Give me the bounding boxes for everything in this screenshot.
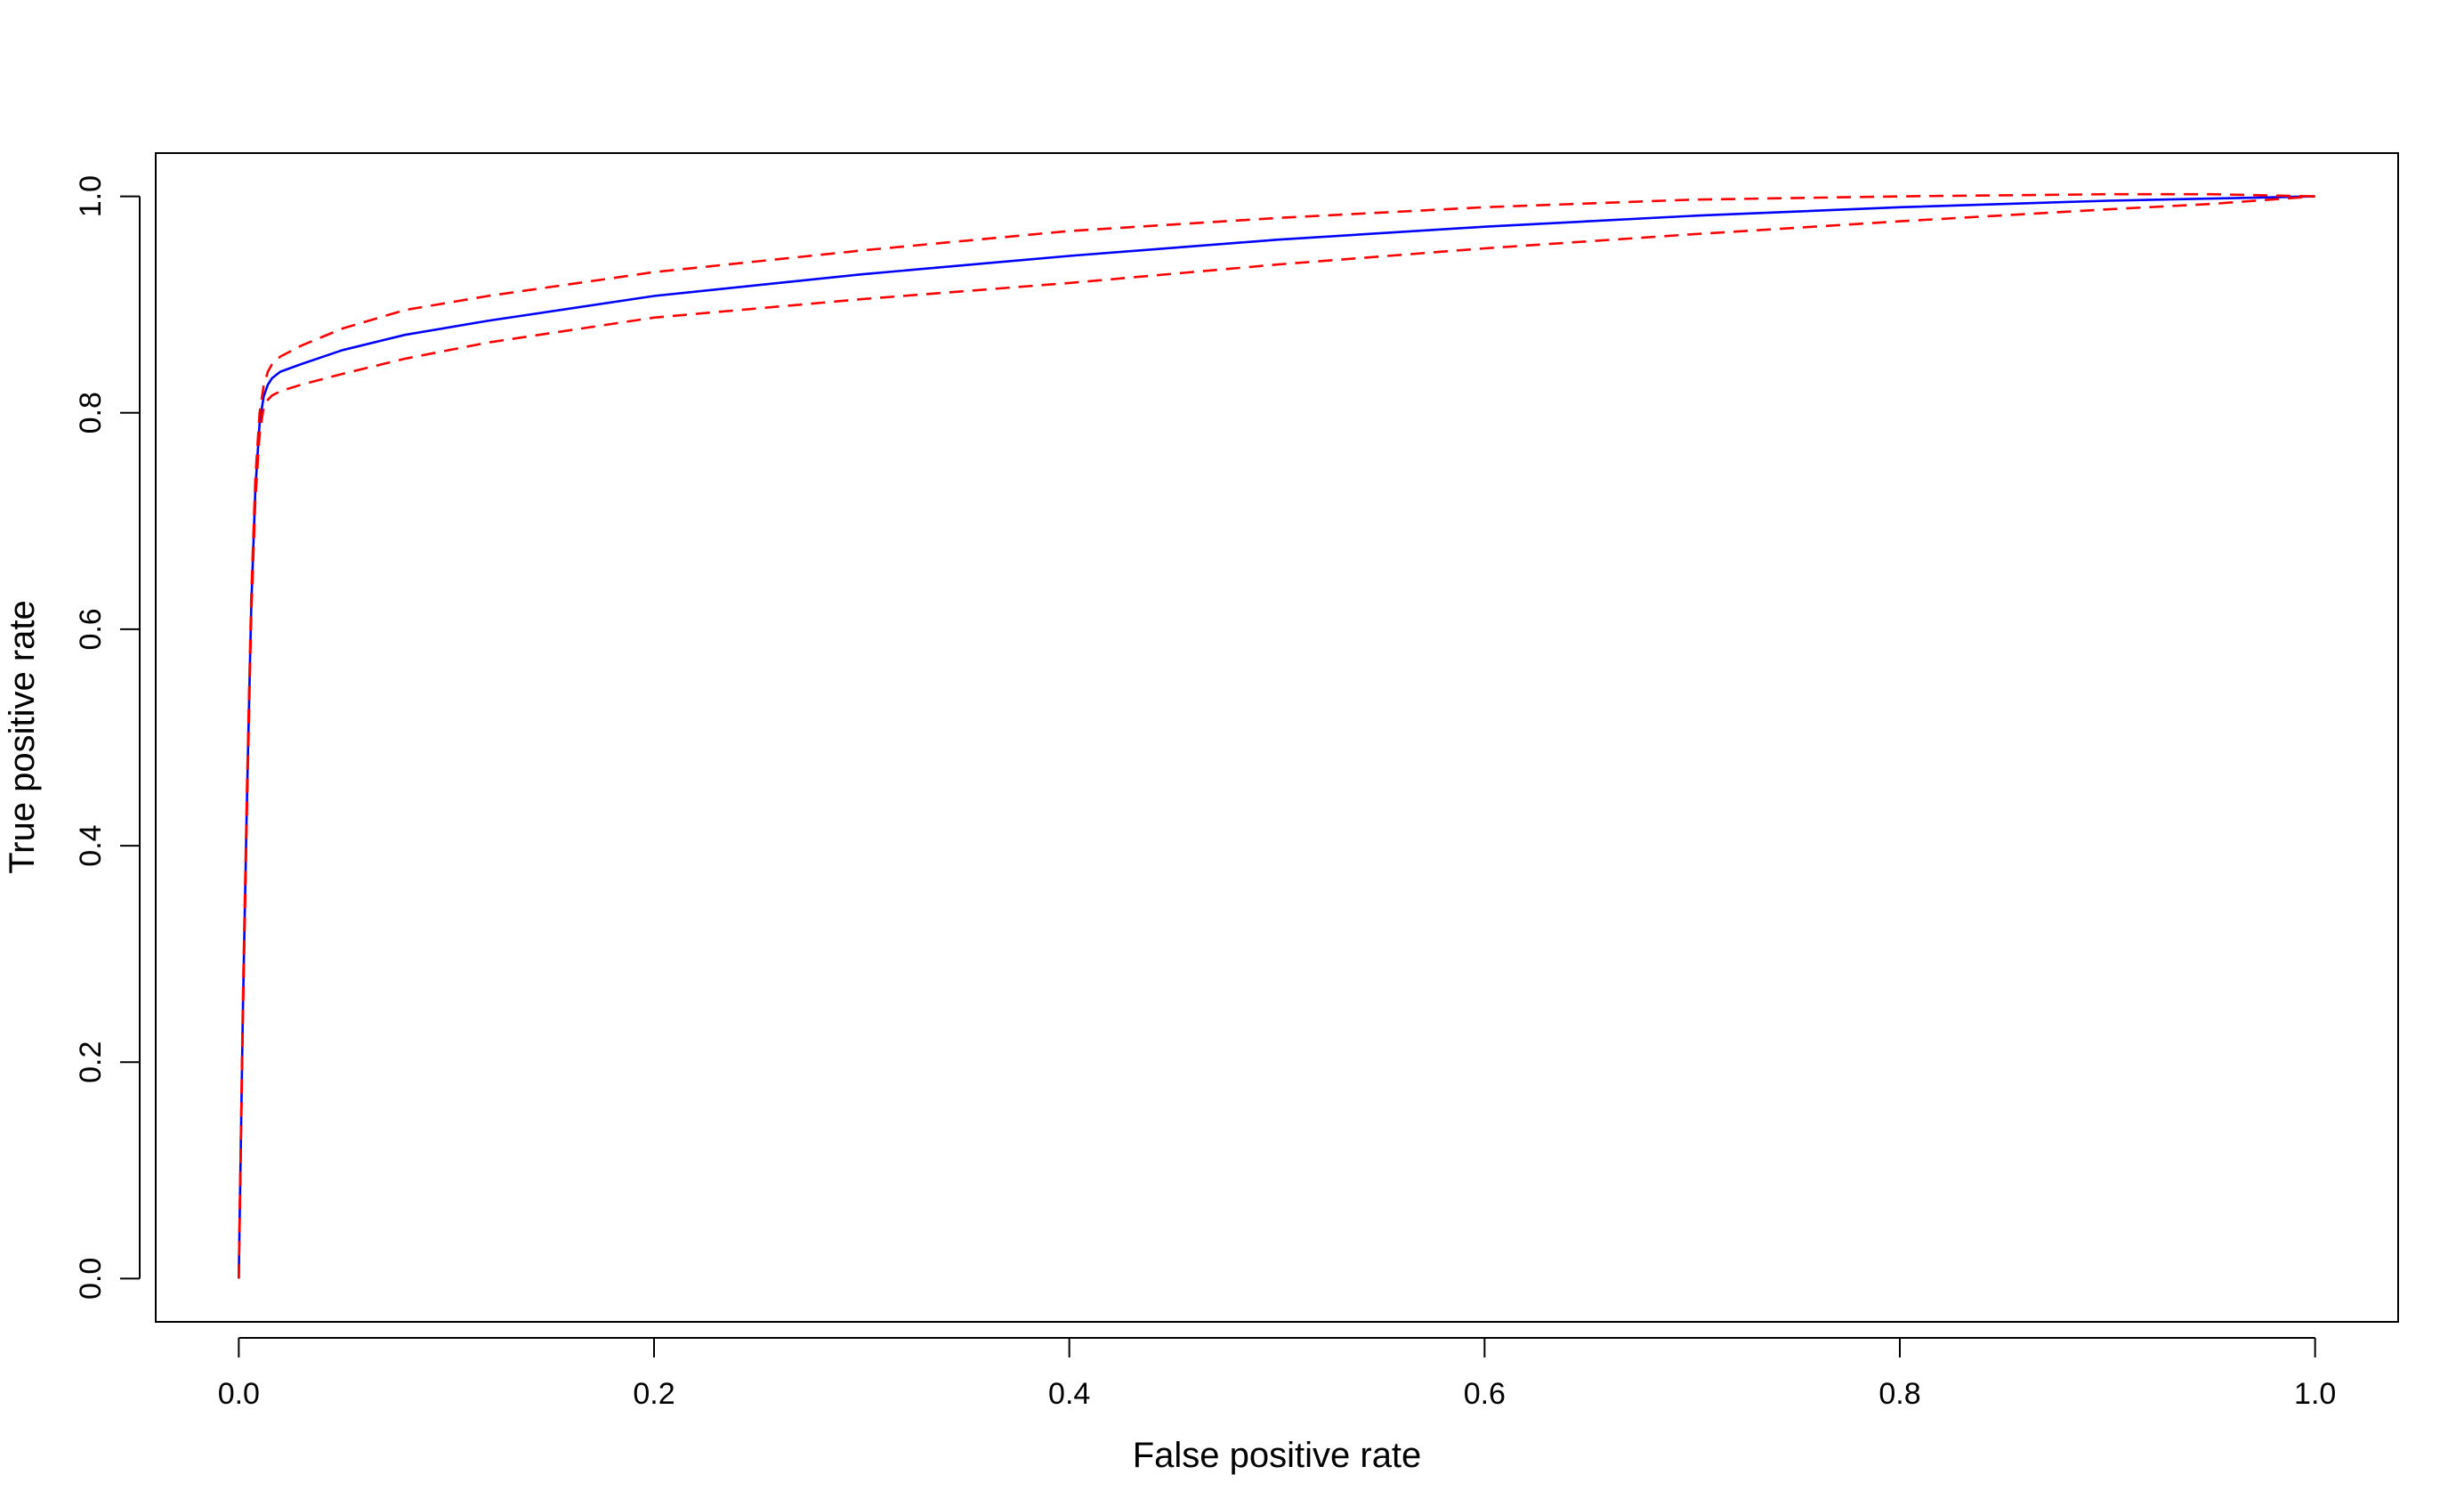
x-axis-label: False positive rate: [1133, 1436, 1422, 1475]
x-tick-label: 0.8: [1878, 1377, 1920, 1411]
series-group: [238, 192, 2315, 1279]
x-tick-label: 0.4: [1048, 1377, 1090, 1411]
x-tick-label: 1.0: [2294, 1377, 2336, 1411]
y-axis-label: True positive rate: [3, 600, 42, 874]
y-tick-label: 0.4: [74, 824, 108, 866]
y-axis: 0.0 0.2 0.4 0.6 0.8 1.0: [74, 175, 141, 1300]
plot-frame: [155, 152, 2399, 1323]
y-tick-label: 0.8: [74, 392, 108, 433]
y-tick-label: 0.0: [74, 1258, 108, 1300]
y-tick-label: 1.0: [74, 175, 108, 217]
x-tick-label: 0.0: [218, 1377, 260, 1411]
x-tick-label: 0.2: [633, 1377, 675, 1411]
roc-bound-line-1: [238, 192, 2315, 1279]
y-tick-label: 0.2: [74, 1041, 108, 1083]
roc-curve-line: [238, 195, 2315, 1279]
y-tick-label: 0.6: [74, 608, 108, 650]
roc-bound-line-2: [238, 195, 2315, 1279]
x-tick-label: 0.6: [1464, 1377, 1506, 1411]
x-axis: 0.0 0.2 0.4 0.6 0.8 1.0: [218, 1337, 2336, 1411]
